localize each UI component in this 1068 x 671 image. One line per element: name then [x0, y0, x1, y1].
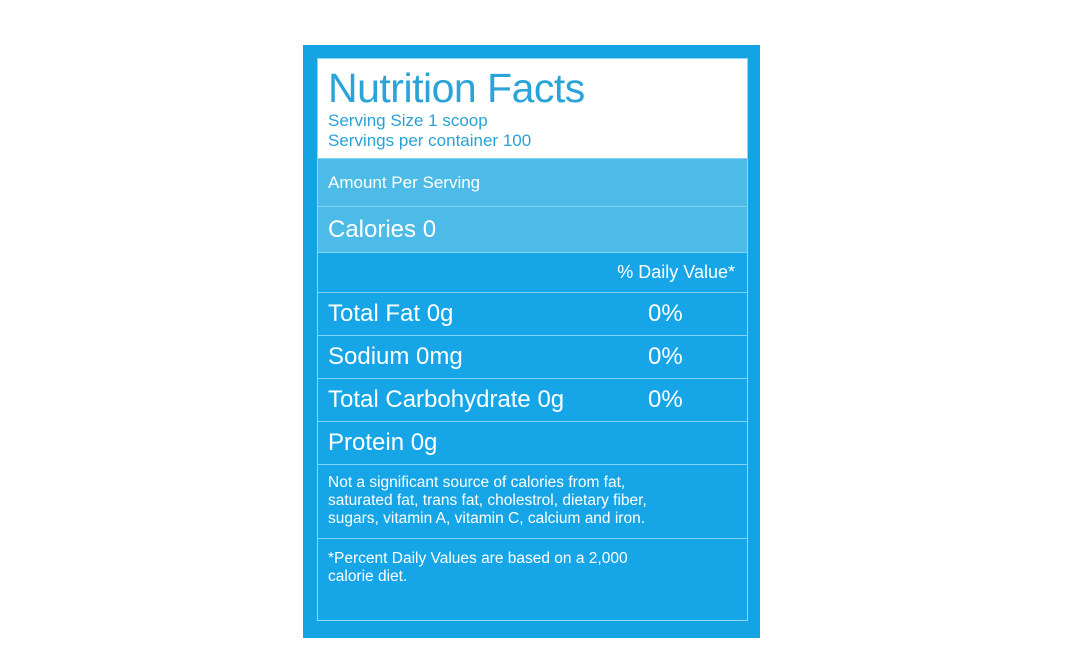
daily-value-header-row: % Daily Value* — [318, 252, 747, 292]
nutrient-row-total-carbohydrate: Total Carbohydrate 0g 0% — [318, 378, 747, 421]
nutrition-panel: Nutrition Facts Serving Size 1 scoop Ser… — [317, 58, 748, 621]
servings-per-container-text: Servings per container 100 — [328, 131, 532, 150]
nutrient-daily-value: 0% — [648, 386, 683, 413]
footnote-percent-daily-values: *Percent Daily Values are based on a 2,0… — [318, 538, 747, 620]
amount-per-serving-row: Amount Per Serving — [318, 158, 747, 206]
calories-label: Calories 0 — [328, 215, 437, 243]
serving-size-text: Serving Size 1 scoop — [328, 111, 488, 130]
footnote-percent-line-1: *Percent Daily Values are based on a 2,0… — [328, 550, 628, 567]
footnote-source-line-3: sugars, vitamin A, vitamin C, calcium an… — [328, 510, 646, 527]
nutrient-name: Protein 0g — [328, 429, 438, 456]
nutrition-facts-label: Nutrition Facts Serving Size 1 scoop Ser… — [303, 45, 760, 638]
nutrient-name: Total Fat 0g — [328, 300, 454, 327]
footnote-source-line-2: saturated fat, trans fat, cholestrol, di… — [328, 492, 647, 509]
daily-value-header-label: % Daily Value* — [617, 262, 735, 282]
nutrient-row-total-fat: Total Fat 0g 0% — [318, 292, 747, 335]
nutrient-row-protein: Protein 0g — [318, 421, 747, 464]
nutrient-name: Total Carbohydrate 0g — [328, 386, 565, 413]
page-title: Nutrition Facts — [328, 65, 585, 111]
footnote-source: Not a significant source of calories fro… — [318, 464, 747, 538]
label-header: Nutrition Facts Serving Size 1 scoop Ser… — [318, 59, 747, 158]
nutrient-name: Sodium 0mg — [328, 343, 463, 370]
calories-row: Calories 0 — [318, 206, 747, 252]
footnote-source-line-1: Not a significant source of calories fro… — [328, 474, 626, 491]
footnote-percent-line-2: calorie diet. — [328, 568, 408, 585]
nutrient-row-sodium: Sodium 0mg 0% — [318, 335, 747, 378]
nutrient-daily-value: 0% — [648, 343, 683, 370]
amount-per-serving-label: Amount Per Serving — [328, 172, 481, 192]
nutrient-daily-value: 0% — [648, 300, 683, 327]
